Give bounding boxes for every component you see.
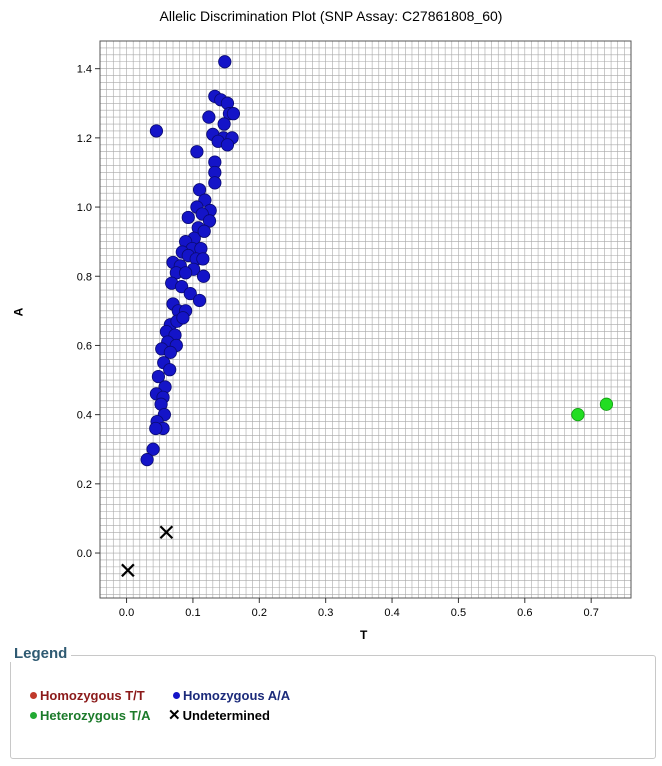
legend-label: Homozygous T/T: [40, 688, 145, 703]
heterozygous-point: [571, 408, 585, 422]
x-tick-label: 0.6: [517, 607, 532, 619]
homozygous-aa-point: [163, 345, 177, 359]
chart-title: Allelic Discrimination Plot (SNP Assay: …: [159, 8, 503, 24]
legend-item-heterozygous-ta: Heterozygous T/A: [30, 708, 151, 723]
homozygous-aa-point: [183, 286, 197, 301]
legend-item-homozygous-tt: Homozygous T/T: [30, 688, 145, 703]
x-tick-label: 0.1: [185, 607, 200, 619]
y-tick-label: 1.2: [77, 133, 92, 145]
x-mark-stroke: [159, 525, 174, 540]
legend-box: [10, 655, 656, 759]
y-axis-label: A: [11, 307, 26, 317]
undetermined-point: [159, 525, 174, 540]
homozygous-aa-point: [176, 311, 190, 325]
legend-item-homozygous-aa: Homozygous A/A: [173, 688, 290, 703]
homozygous-aa-point: [175, 280, 189, 294]
homozygous-aa-point: [202, 214, 217, 228]
x-mark-stroke: [121, 563, 135, 578]
homozygous-aa-point: [202, 110, 216, 124]
homozygous-aa-point: [163, 363, 177, 377]
legend-title: Legend: [10, 645, 72, 662]
heterozygous-point: [599, 397, 614, 411]
homozygous-aa-point: [196, 252, 210, 266]
y-tick-label: 0.4: [77, 410, 92, 422]
blue-dot-icon: [173, 692, 180, 699]
homozygous-aa-point: [181, 210, 195, 225]
x-tick-label: 0.5: [451, 607, 466, 619]
homozygous-aa-point: [217, 117, 231, 131]
homozygous-aa-point: [218, 55, 232, 69]
homozygous-aa-point: [140, 453, 154, 467]
y-tick-label: 0.8: [77, 271, 92, 283]
x-tick-label: 0.4: [384, 607, 399, 619]
red-dot-icon: [30, 692, 37, 699]
homozygous-aa-point: [226, 107, 241, 121]
homozygous-aa-point: [149, 421, 163, 436]
homozygous-aa-point: [208, 176, 222, 190]
homozygous-aa-point: [220, 138, 235, 152]
homozygous-aa-point: [179, 266, 193, 280]
green-dot-icon: [30, 712, 37, 719]
y-tick-label: 1.4: [77, 64, 92, 76]
homozygous-aa-point: [196, 269, 211, 283]
y-tick-label: 0.2: [77, 479, 92, 491]
x-axis-label: T: [360, 628, 368, 642]
plot-border: [99, 40, 632, 599]
homozygous-aa-point: [192, 183, 207, 197]
legend-label: Undetermined: [182, 708, 270, 723]
legend-label: Heterozygous T/A: [40, 708, 151, 723]
x-mark-icon: ✕: [168, 707, 181, 724]
homozygous-aa-point: [146, 442, 160, 456]
homozygous-aa-point: [149, 124, 164, 138]
homozygous-aa-point: [151, 369, 166, 384]
legend-item-undetermined: ✕ Undetermined: [168, 706, 270, 724]
x-tick-label: 0.3: [318, 607, 333, 619]
homozygous-aa-point: [192, 293, 207, 308]
y-tick-label: 0.0: [77, 548, 92, 560]
legend-label: Homozygous A/A: [183, 688, 291, 703]
scatter-plot: 0.0 0.1 0.2 0.3 0.4 0.5 0.6 0.7 0.0 0.2 0.4 0.6 0.8 1…: [77, 40, 632, 619]
x-tick-label: 0.7: [584, 607, 599, 619]
y-tick-label: 0.6: [77, 340, 92, 352]
undetermined-point: [121, 563, 135, 578]
homozygous-aa-point: [190, 145, 204, 159]
homozygous-aa-point: [197, 224, 211, 238]
x-tick-label: 0.2: [252, 607, 267, 619]
y-tick-label: 1.0: [77, 202, 92, 214]
x-tick-label: 0.0: [119, 607, 134, 619]
